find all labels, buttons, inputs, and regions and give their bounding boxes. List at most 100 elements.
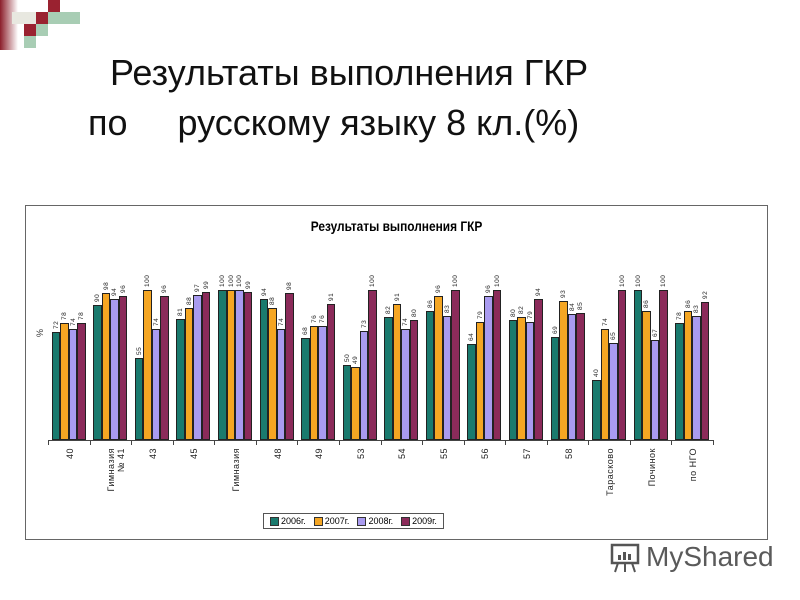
bar-2008г-14	[650, 339, 660, 440]
category-label: 43	[147, 448, 158, 460]
value-label: 80	[410, 308, 418, 317]
legend-label: 2006г.	[281, 516, 306, 526]
value-label: 64	[468, 332, 476, 341]
corner-decoration	[0, 0, 80, 50]
value-label: 74	[152, 317, 160, 326]
value-label: 78	[676, 311, 684, 320]
legend-label: 2007г.	[324, 516, 350, 526]
bar-2009г-14	[659, 290, 668, 440]
bar-2008г-4	[235, 290, 244, 440]
bar-2006г-12	[550, 336, 560, 440]
legend-swatch	[313, 516, 323, 526]
bar-2007г-0	[60, 323, 69, 440]
bar-2008г-3	[193, 294, 202, 440]
value-label: 68	[302, 326, 310, 335]
bar-2007г-11	[517, 317, 526, 440]
legend-item: 2007г.	[313, 516, 350, 526]
value-label: 74	[69, 317, 77, 326]
bar-2009г-3	[201, 291, 211, 440]
x-axis-tick	[463, 440, 465, 445]
bar-2008г-7	[359, 330, 369, 440]
bar-2009г-0	[77, 323, 86, 440]
bar-2008г-2	[151, 329, 161, 440]
bar-2007г-12	[559, 300, 568, 440]
bar-2008г-1	[110, 299, 119, 440]
legend-item: 2008г.	[357, 516, 393, 526]
value-label: 93	[560, 289, 568, 298]
bar-2008г-10	[484, 296, 493, 440]
category-label: 48	[272, 448, 283, 460]
value-label: 74	[402, 317, 410, 326]
watermark-text: MyShared	[646, 541, 774, 572]
value-label: 88	[185, 296, 193, 305]
value-label: 76	[319, 314, 327, 323]
value-label: 88	[269, 296, 277, 305]
category-label: 57	[521, 448, 532, 460]
bar-2008г-15	[692, 315, 701, 440]
slide-title-line2: по русскому языку 8 кл.(%)	[88, 102, 580, 143]
bar-2009г-2	[160, 296, 169, 440]
value-label: 83	[693, 304, 701, 313]
bar-2007г-2	[143, 290, 152, 440]
bar-2009г-8	[409, 320, 419, 440]
legend-item: 2009г.	[401, 516, 437, 526]
bar-2006г-9	[425, 311, 435, 440]
bar-2009г-1	[118, 296, 128, 440]
bar-2009г-4	[243, 291, 253, 440]
x-axis-tick	[214, 440, 216, 445]
value-label: 79	[526, 310, 534, 319]
value-label: 74	[601, 317, 609, 326]
value-label: 92	[701, 290, 709, 299]
value-label: 79	[476, 310, 484, 319]
x-axis-tick	[255, 440, 257, 445]
bar-2006г-11	[508, 320, 518, 440]
bar-2007г-9	[434, 296, 443, 440]
bar-2007г-13	[600, 329, 610, 440]
y-axis-label: %	[35, 328, 46, 338]
value-label: 94	[535, 287, 543, 296]
value-label: 100	[369, 274, 377, 287]
value-label: 69	[551, 325, 559, 334]
x-axis-tick	[48, 440, 49, 445]
value-label: 94	[260, 287, 268, 296]
value-label: 80	[509, 308, 517, 317]
bar-2006г-4	[218, 290, 227, 440]
bar-2007г-14	[642, 311, 651, 440]
watermark: MyShared	[608, 540, 774, 574]
value-label: 85	[577, 301, 585, 310]
bar-2006г-5	[259, 299, 269, 440]
value-label: 94	[111, 287, 119, 296]
legend-swatch	[401, 516, 411, 526]
value-label: 100	[219, 274, 227, 287]
value-label: 84	[568, 302, 576, 311]
bar-2007г-15	[683, 311, 693, 440]
x-axis-tick	[89, 440, 91, 445]
bar-2007г-10	[475, 321, 485, 440]
value-label: 97	[194, 283, 202, 292]
bar-2008г-12	[567, 314, 577, 440]
bar-2007г-1	[101, 293, 111, 440]
bar-2008г-8	[401, 329, 410, 440]
bar-2009г-10	[492, 290, 502, 440]
category-label: Гимназия № 41	[106, 448, 127, 492]
value-label: 98	[102, 281, 110, 290]
category-label: 49	[314, 448, 325, 460]
bar-2006г-0	[51, 332, 61, 440]
value-label: 82	[518, 305, 526, 314]
value-label: 99	[244, 280, 252, 289]
value-label: 76	[310, 314, 318, 323]
x-axis-tick	[422, 440, 424, 445]
slide-title-line1: Результаты выполнения ГКР	[110, 52, 589, 93]
value-label: 100	[493, 274, 501, 287]
bar-2009г-11	[534, 299, 543, 440]
value-label: 86	[684, 299, 692, 308]
value-label: 74	[277, 317, 285, 326]
bar-2007г-6	[309, 326, 319, 440]
value-label: 91	[327, 292, 335, 301]
value-label: 73	[360, 319, 368, 328]
bar-2006г-1	[93, 305, 102, 440]
legend: 2006г. 2007г. 2008г. 2009г.	[263, 513, 444, 529]
value-label: 100	[634, 274, 642, 287]
category-label: 55	[438, 448, 449, 460]
legend-swatch	[357, 516, 367, 526]
